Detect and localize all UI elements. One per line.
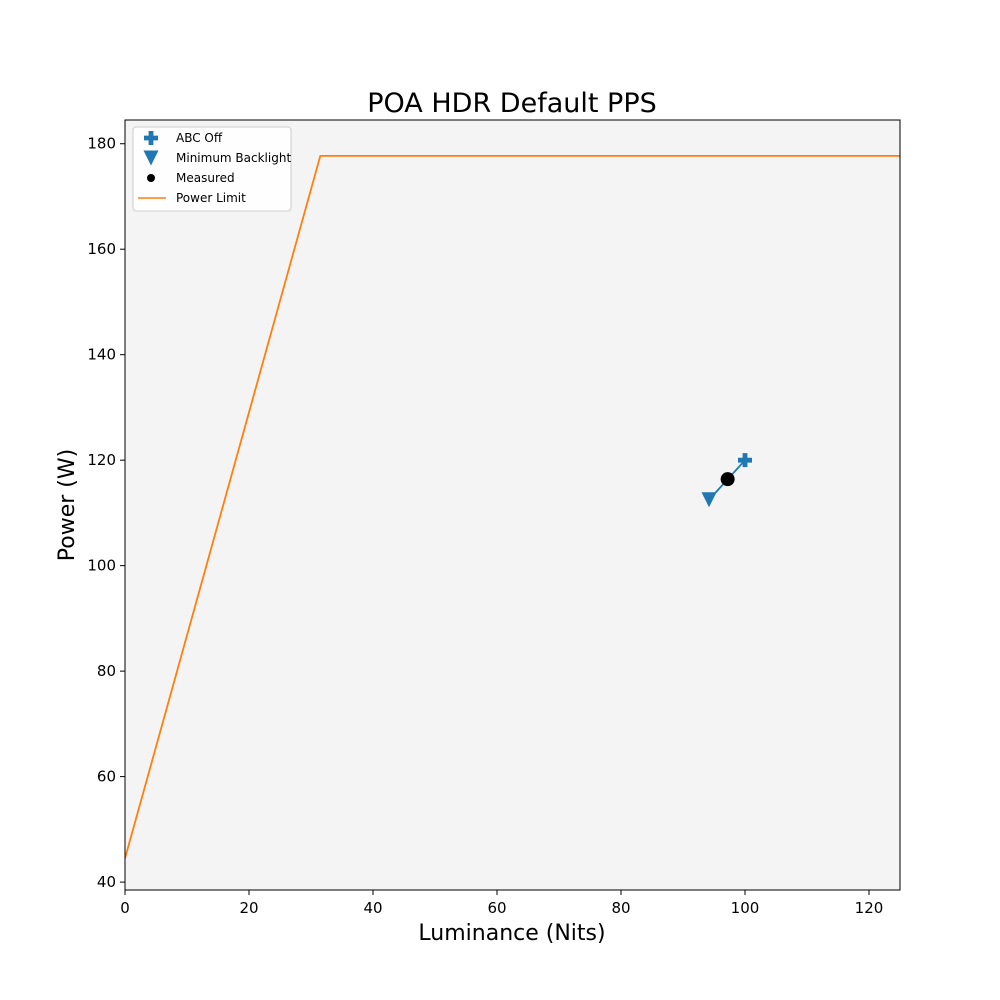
x-tick-label: 120 — [855, 899, 884, 917]
y-tick-label: 180 — [87, 135, 116, 153]
x-axis-ticks: 0 20 40 60 80 100 120 — [120, 890, 883, 917]
x-tick-label: 40 — [363, 899, 382, 917]
y-tick-label: 40 — [97, 873, 116, 891]
y-tick-label: 120 — [87, 451, 116, 469]
legend-item: ABC Off — [144, 131, 223, 145]
x-tick-label: 80 — [611, 899, 630, 917]
plot-area — [125, 120, 900, 890]
legend-marker-swatch — [147, 174, 155, 182]
legend-item: Measured — [147, 171, 235, 185]
legend-label: ABC Off — [176, 131, 223, 145]
legend: ABC Off Minimum Backlight Measured Power Li… — [132, 126, 292, 212]
chart-title: POA HDR Default PPS — [367, 88, 657, 119]
legend-marker-swatch — [143, 150, 159, 166]
y-tick-label: 100 — [87, 557, 116, 575]
legend-item: Minimum Backlight — [143, 150, 291, 166]
y-tick-label: 60 — [97, 768, 116, 786]
x-tick-label: 60 — [487, 899, 506, 917]
legend-label: Power Limit — [176, 191, 246, 205]
abc-off-marker — [738, 453, 752, 468]
y-tick-label: 80 — [97, 662, 116, 680]
legend-box — [132, 126, 292, 212]
plot-content — [125, 154, 900, 859]
y-tick-label: 140 — [87, 346, 116, 364]
y-axis-ticks: 40 60 80 100 120 140 160 180 — [87, 135, 125, 891]
measured-marker — [720, 472, 735, 487]
minimum-backlight-marker — [701, 492, 717, 508]
plot-frame — [124, 119, 901, 891]
x-tick-label: 100 — [731, 899, 760, 917]
y-axis-label: Power (W) — [55, 449, 80, 561]
legend-label: Measured — [176, 171, 235, 185]
legend-item: Power Limit — [138, 191, 246, 205]
legend-marker-swatch — [144, 131, 158, 145]
legend-label: Minimum Backlight — [176, 151, 291, 165]
y-tick-label: 160 — [87, 240, 116, 258]
x-tick-label: 0 — [120, 899, 130, 917]
x-tick-label: 20 — [239, 899, 258, 917]
power-limit-line — [125, 154, 900, 859]
x-axis-label: Luminance (Nits) — [418, 921, 605, 946]
